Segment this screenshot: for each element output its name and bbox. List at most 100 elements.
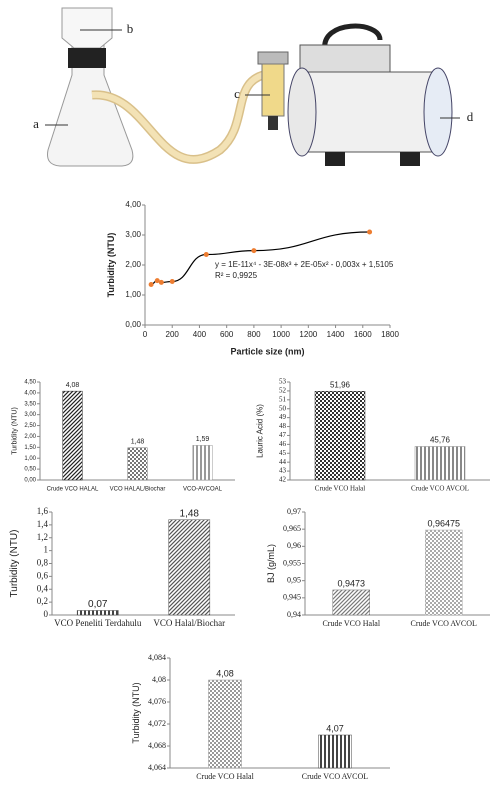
data-point xyxy=(158,279,164,285)
value-label: 1,48 xyxy=(131,439,145,446)
x-tick-label: 800 xyxy=(247,330,261,339)
y-tick-label: 46 xyxy=(279,440,287,448)
label-a: a xyxy=(33,116,39,131)
x-tick-label: 1400 xyxy=(327,330,345,339)
x-tick-label: Crude VCO Halal xyxy=(322,619,380,628)
hose xyxy=(322,23,383,51)
x-tick-label: 1800 xyxy=(381,330,399,339)
value-label: 51,96 xyxy=(330,380,351,389)
value-label: 4,07 xyxy=(326,723,344,733)
y-tick-label: 1 xyxy=(44,545,49,555)
apparatus-diagram: a b c d xyxy=(33,7,474,167)
bar xyxy=(332,589,370,616)
x-axis-label: Particle size (nm) xyxy=(230,346,304,356)
pump-foot xyxy=(400,152,420,166)
y-tick-label: 0,6 xyxy=(37,570,49,580)
y-tick-label: 1,4 xyxy=(37,519,49,529)
x-tick-label: 1200 xyxy=(299,330,317,339)
data-point xyxy=(148,282,154,287)
data-point xyxy=(203,252,209,257)
data-point xyxy=(367,229,373,235)
bar xyxy=(76,610,119,616)
y-tick-label: 4,00 xyxy=(125,200,141,209)
y-tick-label: 2,00 xyxy=(125,260,141,269)
filter-bowl xyxy=(261,63,285,117)
x-tick-label: Crude VCO Halal xyxy=(315,485,365,493)
x-tick-label: Crude VCO AVCOL xyxy=(411,485,469,493)
bar xyxy=(127,447,148,481)
y-tick-label: 1,2 xyxy=(37,532,48,542)
y-tick-label: 4,084 xyxy=(148,653,166,662)
pump-end-left xyxy=(287,67,317,157)
x-tick-label: VCO-AVCOAL xyxy=(183,487,223,493)
y-axis-label: Turbidity (NTU) xyxy=(9,530,20,598)
value-label: 1,59 xyxy=(196,436,210,443)
y-tick-label: 1,6 xyxy=(37,506,49,516)
y-axis-label: Lauric Acid (%) xyxy=(256,404,265,458)
y-tick-label: 0,50 xyxy=(24,467,36,473)
y-tick-label: 49 xyxy=(279,413,287,421)
y-tick-label: 1,50 xyxy=(24,445,36,451)
y-tick-label: 0,965 xyxy=(283,524,301,533)
y-tick-label: 43 xyxy=(279,467,287,475)
y-tick-label: 48 xyxy=(279,422,287,430)
value-label: 45,76 xyxy=(430,436,451,445)
y-tick-label: 3,50 xyxy=(24,401,36,407)
data-point xyxy=(169,279,175,284)
y-tick-label: 4,50 xyxy=(24,380,36,386)
data-point xyxy=(251,248,257,254)
y-tick-label: 47 xyxy=(279,431,287,439)
stopper xyxy=(68,48,106,68)
label-c: c xyxy=(234,86,240,101)
y-tick-label: 3,00 xyxy=(24,412,36,418)
y-tick-label: 0,8 xyxy=(37,558,49,568)
y-tick-label: 0 xyxy=(44,609,49,619)
data-point xyxy=(154,278,160,284)
pump-foot xyxy=(325,152,345,166)
y-tick-label: 4,072 xyxy=(148,719,166,728)
y-tick-label: 42 xyxy=(279,476,287,484)
y-tick-label: 51 xyxy=(279,395,287,403)
y-tick-label: 45 xyxy=(279,449,287,457)
y-axis-label: Turbidity (NTU) xyxy=(131,682,141,743)
y-tick-label: 0,945 xyxy=(283,593,301,602)
y-tick-label: 4,076 xyxy=(148,697,166,706)
x-tick-label: VCO HALAL/Biochar xyxy=(110,487,166,493)
x-tick-label: 600 xyxy=(220,330,234,339)
bar xyxy=(318,734,352,769)
y-tick-label: 4,00 xyxy=(24,390,36,396)
value-label: 1,48 xyxy=(180,508,200,519)
y-tick-label: 0,95 xyxy=(287,575,301,584)
bar xyxy=(208,679,242,769)
filter-drain xyxy=(268,116,278,130)
y-tick-label: 4,08 xyxy=(152,675,166,684)
y-tick-label: 1,00 xyxy=(24,456,36,462)
y-tick-label: 53 xyxy=(279,378,287,386)
y-tick-label: 50 xyxy=(279,404,287,412)
y-axis-label: BJ (g/mL) xyxy=(266,544,276,583)
annotation: y = 1E-11x⁴ - 3E-08x³ + 2E-05x² - 0,003x… xyxy=(215,260,394,269)
y-tick-label: 3,00 xyxy=(125,230,141,239)
y-tick-label: 0,97 xyxy=(287,507,301,516)
value-label: 0,96475 xyxy=(427,518,460,528)
value-label: 4,08 xyxy=(66,382,80,389)
trend-line xyxy=(151,231,370,286)
x-tick-label: 200 xyxy=(166,330,180,339)
y-tick-label: 0,00 xyxy=(125,320,141,329)
y-tick-label: 44 xyxy=(279,458,287,466)
y-tick-label: 2,50 xyxy=(24,423,36,429)
x-tick-label: 1600 xyxy=(354,330,372,339)
y-tick-label: 1,00 xyxy=(125,290,141,299)
pump-end-right xyxy=(423,67,453,157)
pump-head xyxy=(299,44,391,74)
y-axis-label: Turbidity (NTU) xyxy=(12,407,19,455)
pump-body xyxy=(299,71,441,153)
y-tick-label: 2,00 xyxy=(24,434,36,440)
bar xyxy=(314,391,366,481)
y-tick-label: 0,2 xyxy=(37,596,48,606)
bar xyxy=(192,445,213,481)
y-axis-label: Turbidity (NTU) xyxy=(106,233,116,298)
filter-cap xyxy=(257,51,289,65)
x-tick-label: VCO Peneliti Terdahulu xyxy=(54,618,142,628)
